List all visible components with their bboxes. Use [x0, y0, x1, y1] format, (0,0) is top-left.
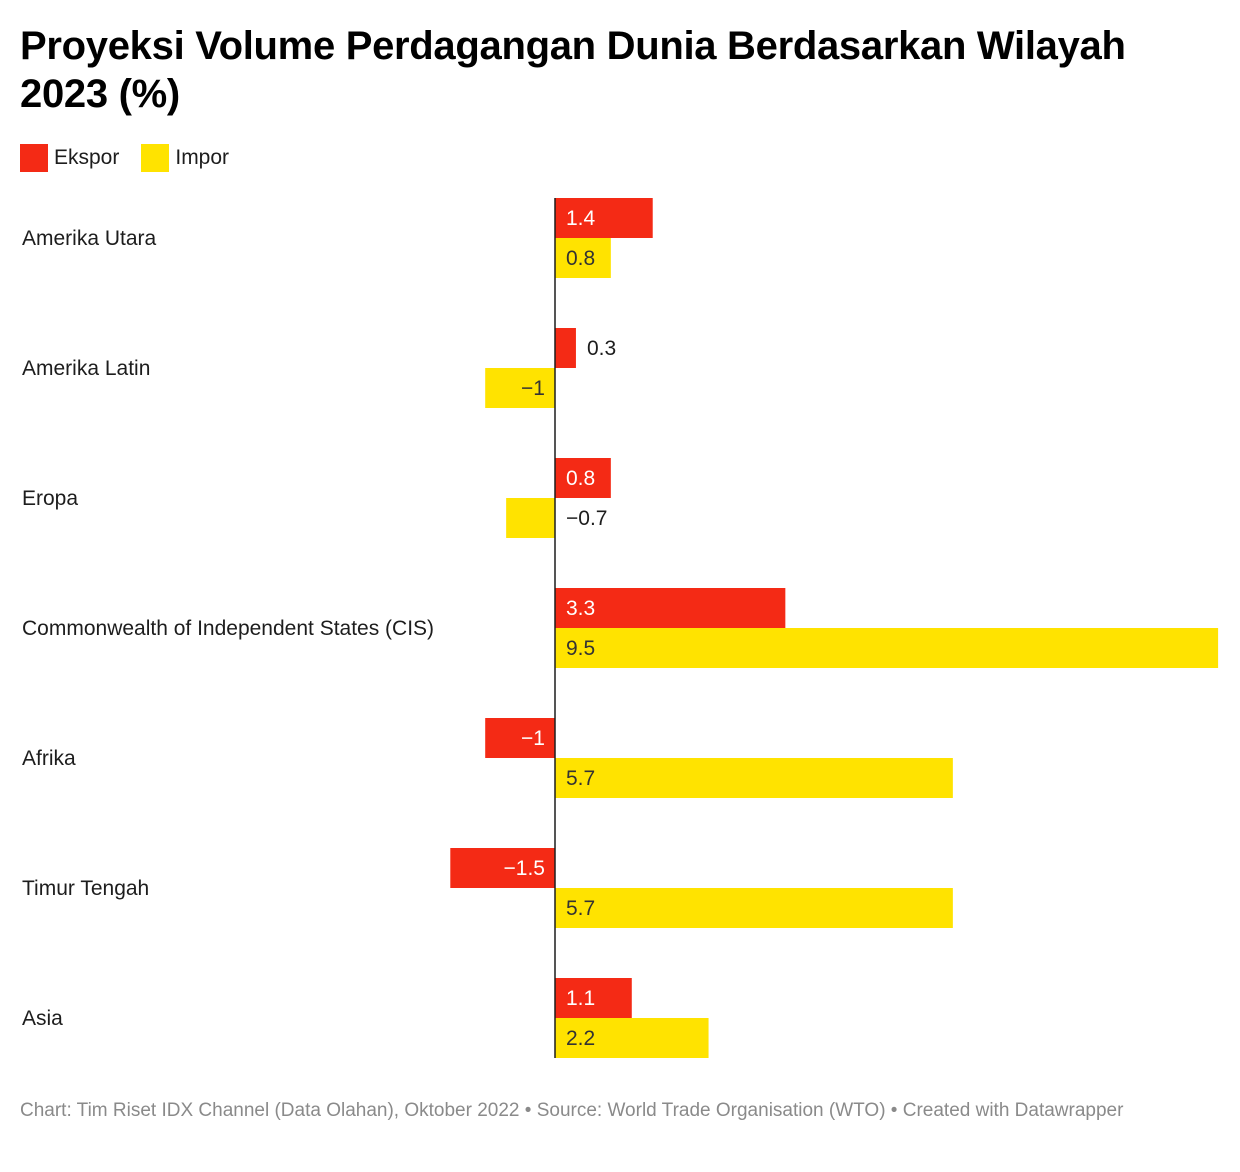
legend: Ekspor Impor [20, 144, 251, 172]
value-label-ekspor-asia: 1.1 [566, 987, 595, 1010]
value-label-impor-afrika: 5.7 [566, 767, 595, 790]
category-label-asia: Asia [22, 1007, 63, 1030]
bar-ekspor-commonwealth-of-independent-states-cis [555, 588, 786, 628]
value-label-impor-asia: 2.2 [566, 1027, 595, 1050]
value-label-ekspor-amerika-latin: 0.3 [587, 337, 616, 360]
legend-item-impor: Impor [141, 144, 229, 172]
value-label-ekspor-afrika: −1 [521, 727, 545, 750]
bar-impor-asia [555, 1018, 709, 1058]
value-label-ekspor-timur-tengah: −1.5 [504, 857, 545, 880]
legend-swatch-ekspor [20, 144, 48, 172]
category-label-line: Commonwealth of Independent States (CIS) [22, 617, 434, 640]
legend-item-ekspor: Ekspor [20, 144, 119, 172]
value-label-impor-amerika-latin: −1 [521, 377, 545, 400]
category-label-commonwealth-of-independent-states-cis: Commonwealth of Independent States (CIS) [22, 617, 434, 640]
category-label-afrika: Afrika [22, 747, 76, 770]
category-label-line: Afrika [22, 747, 76, 770]
bar-impor-afrika [555, 758, 953, 798]
bar-ekspor-amerika-utara [555, 198, 653, 238]
value-label-ekspor-eropa: 0.8 [566, 467, 595, 490]
category-label-line: Timur Tengah [22, 877, 149, 900]
category-label-line: Amerika Utara [22, 227, 157, 250]
bar-ekspor-eropa [555, 458, 611, 498]
chart-footer: Chart: Tim Riset IDX Channel (Data Olaha… [20, 1100, 1124, 1121]
bar-ekspor-afrika [485, 718, 555, 758]
bar-impor-commonwealth-of-independent-states-cis [555, 628, 1219, 668]
bar-ekspor-timur-tengah [450, 848, 555, 888]
legend-swatch-impor [141, 144, 170, 172]
bar-ekspor-asia [555, 978, 632, 1018]
value-label-impor-amerika-utara: 0.8 [566, 247, 595, 270]
category-label-amerika-latin: Amerika Latin [22, 357, 150, 380]
bar-ekspor-amerika-latin [555, 328, 576, 368]
category-label-line: Eropa [22, 487, 78, 510]
category-label-line: Amerika Latin [22, 357, 150, 380]
bar-impor-eropa [506, 498, 555, 538]
category-label-eropa: Eropa [22, 487, 78, 510]
legend-label-impor: Impor [175, 146, 230, 169]
value-label-impor-eropa: −0.7 [566, 507, 607, 530]
bar-impor-amerika-latin [485, 368, 555, 408]
value-label-ekspor-amerika-utara: 1.4 [566, 207, 596, 230]
value-label-impor-commonwealth-of-independent-states-cis: 9.5 [566, 637, 595, 660]
value-label-ekspor-commonwealth-of-independent-states-cis: 3.3 [566, 597, 595, 620]
legend-label-ekspor: Ekspor [54, 146, 120, 169]
category-label-line: Asia [22, 1007, 63, 1030]
category-label-amerika-utara: Amerika Utara [22, 227, 157, 250]
chart-title: Proyeksi Volume Perdagangan Dunia Berdas… [20, 24, 1126, 116]
bar-impor-amerika-utara [555, 238, 611, 278]
category-label-timur-tengah: Timur Tengah [22, 877, 149, 900]
bar-impor-timur-tengah [555, 888, 953, 928]
value-label-impor-timur-tengah: 5.7 [566, 897, 595, 920]
